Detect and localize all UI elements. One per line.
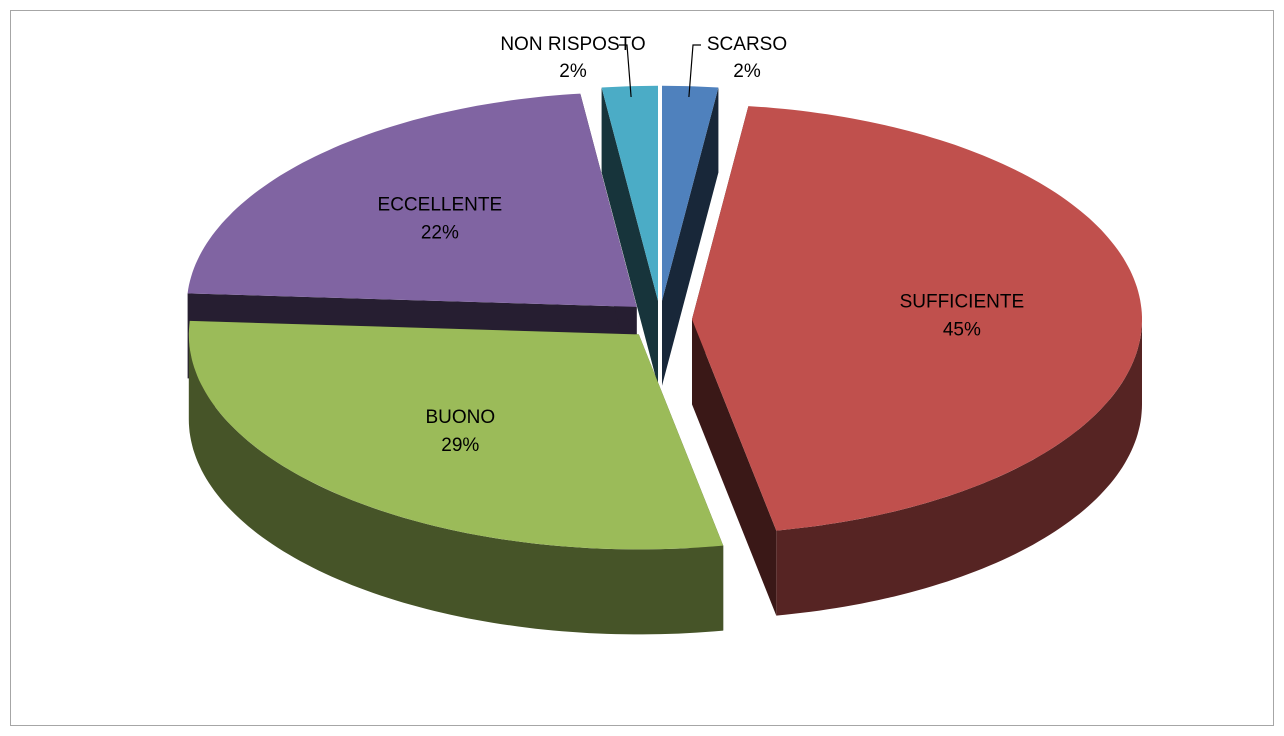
leader-line: [688, 44, 701, 98]
data-label-name: SCARSO: [707, 34, 787, 55]
slice-top: [187, 93, 637, 307]
slice: [601, 85, 658, 386]
slice-cut-face: [662, 87, 719, 386]
slice-top: [662, 85, 719, 301]
slice-top: [601, 85, 658, 301]
slice-side: [188, 334, 724, 635]
slice-side: [776, 319, 1142, 616]
slice: [188, 320, 724, 635]
data-label-name: NON RISPOSTO: [500, 34, 645, 55]
data-label-name: SUFFICIENTE: [900, 291, 1025, 312]
data-label-value: 45%: [943, 319, 981, 340]
slice-top: [692, 106, 1142, 531]
slice-cut-face: [601, 87, 658, 386]
data-label-value: 22%: [421, 223, 459, 244]
leader-line: [619, 44, 632, 98]
slice: [692, 106, 1142, 616]
slice-cut-face: [692, 319, 777, 616]
data-label-name: BUONO: [425, 407, 495, 428]
slice: [662, 85, 719, 386]
slice-top: [188, 320, 724, 550]
data-label-value: 2%: [733, 61, 761, 82]
data-label-value: 2%: [559, 61, 587, 82]
data-label-name: ECCELLENTE: [378, 195, 503, 216]
data-label-value: 29%: [441, 435, 479, 456]
